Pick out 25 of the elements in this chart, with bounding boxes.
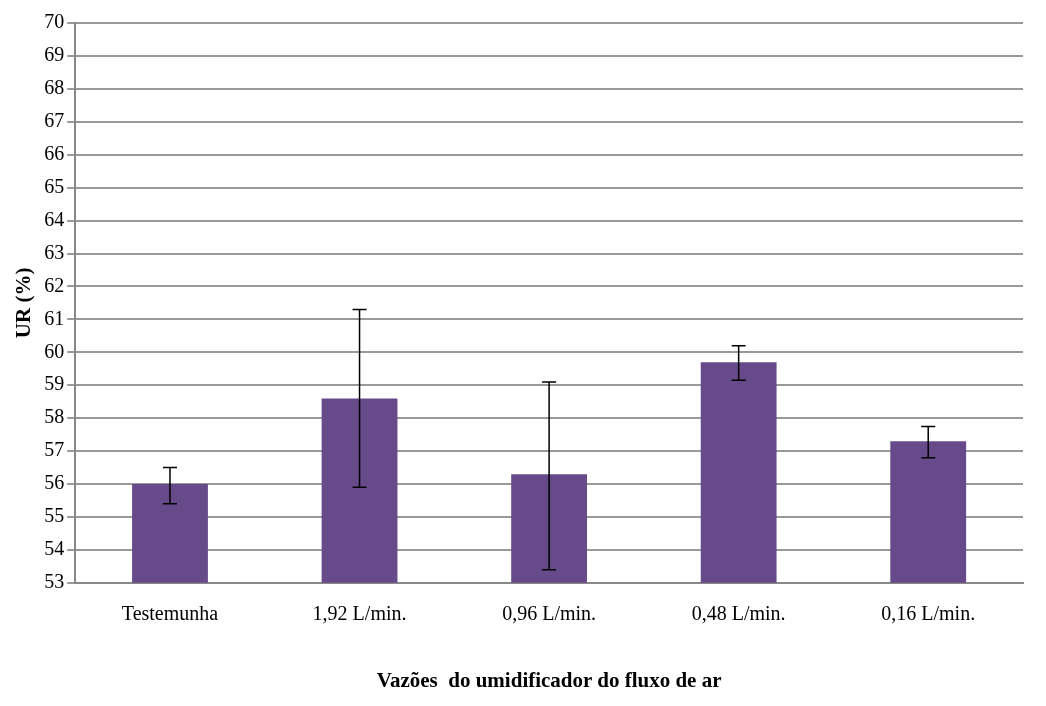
y-tick-label: 61 [44,306,65,329]
y-tick-label: 66 [44,141,65,164]
y-tick-label: 65 [44,174,65,197]
x-tick-label: Testemunha [121,602,219,625]
y-tick-label: 63 [44,240,65,263]
y-tick-label: 69 [44,43,65,66]
y-tick-label: 58 [44,405,65,428]
y-tick-label: 54 [44,537,65,560]
x-tick-label: 1,92 L/min. [312,602,407,625]
x-tick-label: 0,16 L/min. [881,602,976,625]
y-tick-label: 68 [44,76,65,99]
y-tick-label: 64 [44,207,65,230]
y-tick-label: 55 [44,504,65,527]
x-axis-title: Vazões do umidificador do fluxo de ar [376,667,722,692]
y-tick-label: 62 [44,273,65,296]
x-tick-label: 0,48 L/min. [691,602,786,625]
y-tick-label: 59 [44,372,65,395]
x-tick-label: 0,96 L/min. [502,602,597,625]
y-tick-label: 70 [44,10,65,33]
y-tick-label: 60 [44,339,65,362]
y-tick-label: 57 [44,438,65,461]
y-tick-label: 67 [44,109,65,132]
y-axis-title: UR (%) [11,267,36,339]
y-tick-label: 56 [44,471,65,494]
y-tick-label: 53 [44,570,65,593]
